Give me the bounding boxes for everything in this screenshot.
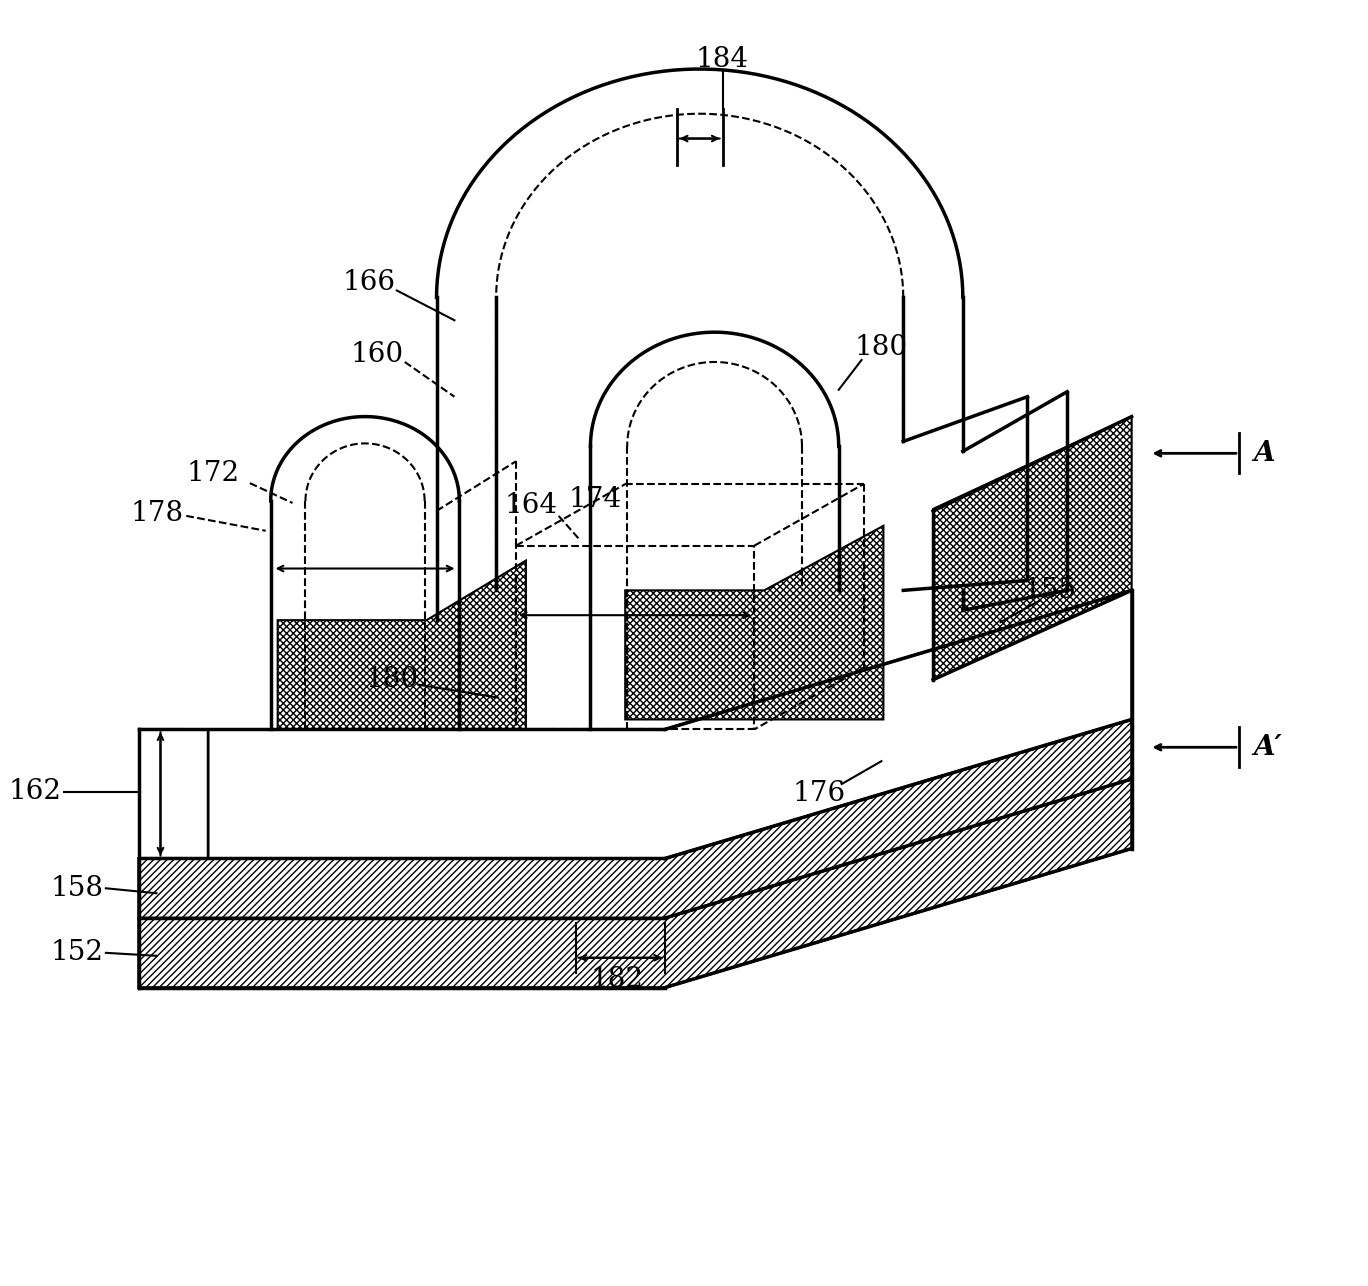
Text: 162: 162 <box>8 778 62 805</box>
Text: 164: 164 <box>505 493 557 520</box>
Text: 178: 178 <box>130 500 183 527</box>
Text: 180: 180 <box>365 666 419 693</box>
Text: 158: 158 <box>51 874 104 901</box>
Polygon shape <box>138 719 1131 918</box>
Polygon shape <box>208 590 1131 859</box>
Text: 152: 152 <box>51 939 104 966</box>
Polygon shape <box>933 417 1131 680</box>
Text: 155: 155 <box>1023 577 1077 604</box>
Polygon shape <box>278 561 525 729</box>
Text: 184: 184 <box>696 45 750 72</box>
Polygon shape <box>138 779 1131 988</box>
Text: A: A <box>1253 440 1275 467</box>
Text: 180: 180 <box>855 333 908 360</box>
Polygon shape <box>138 729 208 859</box>
Polygon shape <box>625 526 884 719</box>
Text: 182: 182 <box>591 966 644 993</box>
Text: 174: 174 <box>569 486 622 513</box>
Text: 176: 176 <box>792 781 845 808</box>
Text: 166: 166 <box>342 269 395 296</box>
Text: A′: A′ <box>1253 734 1282 761</box>
Text: 172: 172 <box>186 459 239 486</box>
Text: 160: 160 <box>350 341 404 368</box>
